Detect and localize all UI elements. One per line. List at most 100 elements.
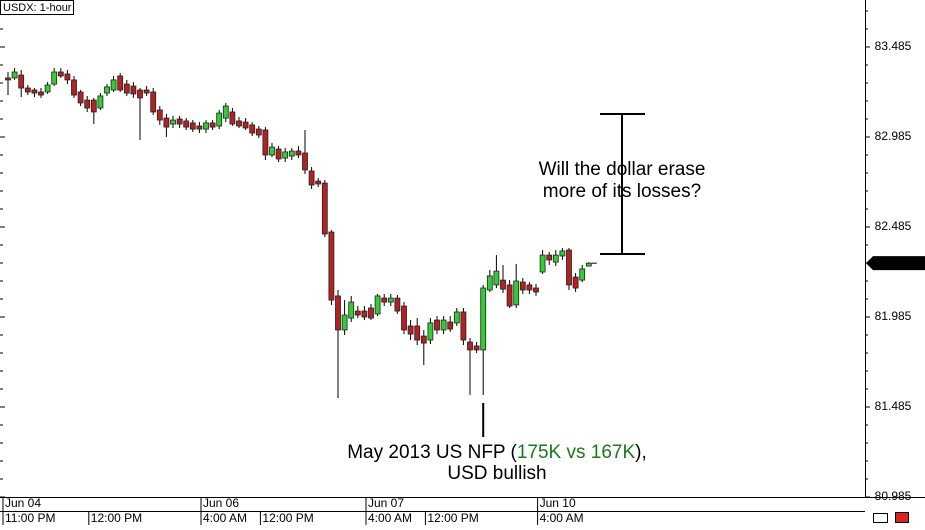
- y-tick-label: 82.985: [875, 129, 912, 143]
- candle-body: [506, 284, 513, 307]
- candle-body: [348, 301, 355, 319]
- candle-body: [407, 325, 414, 335]
- candle-body: [467, 341, 473, 351]
- candle-body: [203, 122, 209, 130]
- x-tick-label: 12:00 PM: [427, 511, 478, 525]
- x-tick-label: 4:00 AM: [203, 511, 247, 525]
- candle-body: [572, 276, 579, 289]
- candle-body: [262, 129, 269, 156]
- candle-body: [150, 91, 157, 113]
- candle-body: [176, 118, 183, 125]
- candle-body: [552, 254, 559, 263]
- candle-body: [533, 287, 539, 293]
- title-box: USDX: 1-hour: [0, 0, 74, 15]
- candle-body: [401, 305, 407, 331]
- date-tick-label: Jun 07: [368, 496, 404, 510]
- candle-body: [394, 297, 401, 312]
- candle-body: [143, 89, 150, 94]
- candle-body: [110, 79, 117, 91]
- candle-body: [539, 254, 546, 273]
- last-price-label: 82.284: [885, 255, 922, 269]
- candle-body: [341, 314, 348, 331]
- title-frame: [0, 0, 74, 15]
- x-tick-label: 12:00 PM: [262, 511, 313, 525]
- candle-body: [434, 319, 440, 331]
- y-tick-label: 81.985: [875, 309, 912, 323]
- candle-body: [282, 151, 289, 159]
- candle-body: [473, 345, 480, 351]
- chart-title: USDX: 1-hour: [3, 2, 72, 14]
- nfp-note: USD bullish: [447, 463, 546, 484]
- candle-body: [11, 71, 18, 79]
- candle-body: [585, 262, 592, 267]
- nfp-note: May 2013 US NFP (175K vs 167K),: [347, 442, 647, 463]
- candle-body: [368, 307, 374, 319]
- candle-body: [335, 295, 341, 331]
- candle-body: [546, 254, 553, 261]
- candle-body: [328, 231, 335, 301]
- candle-body: [24, 87, 31, 93]
- date-tick-label: Jun 04: [5, 496, 41, 510]
- candle-body: [387, 297, 394, 303]
- candle-body: [77, 91, 84, 104]
- candle-body: [137, 89, 143, 99]
- candle-body: [229, 111, 236, 125]
- candle-body: [130, 85, 137, 95]
- candle-body: [513, 280, 520, 306]
- candle-body: [295, 150, 302, 156]
- candle-body: [209, 122, 216, 128]
- candle-body: [163, 117, 170, 128]
- candle-body: [18, 74, 25, 89]
- candle-body: [354, 310, 361, 316]
- candle-body: [222, 105, 229, 119]
- candle-body: [559, 250, 566, 257]
- close-icon[interactable]: [895, 512, 909, 523]
- nfp-text: ),: [635, 442, 647, 463]
- candle-body: [321, 182, 328, 235]
- candle-body: [31, 89, 38, 94]
- candle-body: [5, 77, 11, 81]
- candle-body: [51, 71, 58, 85]
- candle-body: [361, 310, 368, 318]
- y-tick-label: 83.485: [875, 39, 912, 53]
- candle-body: [44, 84, 51, 93]
- y-tick-label: 80.985: [875, 489, 912, 503]
- candle-body: [249, 124, 256, 134]
- x-tick-label: 4:00 AM: [540, 511, 584, 525]
- candle-body: [486, 275, 493, 291]
- candle-body: [493, 270, 500, 286]
- candle-body: [71, 79, 77, 96]
- candle-body: [566, 249, 572, 286]
- candle-body: [170, 119, 176, 125]
- nfp-text: May 2013 US NFP (: [347, 442, 517, 463]
- candle-body: [460, 311, 467, 341]
- candle-body: [275, 148, 282, 160]
- candle-body: [255, 128, 262, 136]
- date-tick-label: Jun 06: [203, 496, 239, 510]
- nfp-figures: 175K vs 167K: [517, 442, 636, 463]
- x-tick-label: 12:00 PM: [91, 511, 142, 525]
- candle-body: [117, 75, 124, 91]
- candle-body: [242, 121, 249, 129]
- candle-body: [288, 150, 295, 157]
- candle-body: [315, 180, 322, 185]
- candle-body: [500, 279, 506, 290]
- last-price-box: [866, 256, 925, 271]
- candle-body: [420, 335, 427, 344]
- candle-body: [427, 322, 434, 341]
- candle-body: [156, 109, 163, 121]
- candle-body: [57, 71, 64, 77]
- candle-body: [196, 125, 203, 130]
- candle-body: [269, 146, 275, 156]
- zoom-icon[interactable]: [873, 513, 888, 523]
- candle-body: [84, 99, 91, 109]
- candle-body: [579, 268, 586, 281]
- candle-body: [447, 321, 454, 330]
- candle-body: [374, 295, 381, 315]
- candle-body: [90, 99, 97, 113]
- candle-body: [519, 281, 526, 291]
- x-tick-label: 11:00 PM: [5, 511, 55, 525]
